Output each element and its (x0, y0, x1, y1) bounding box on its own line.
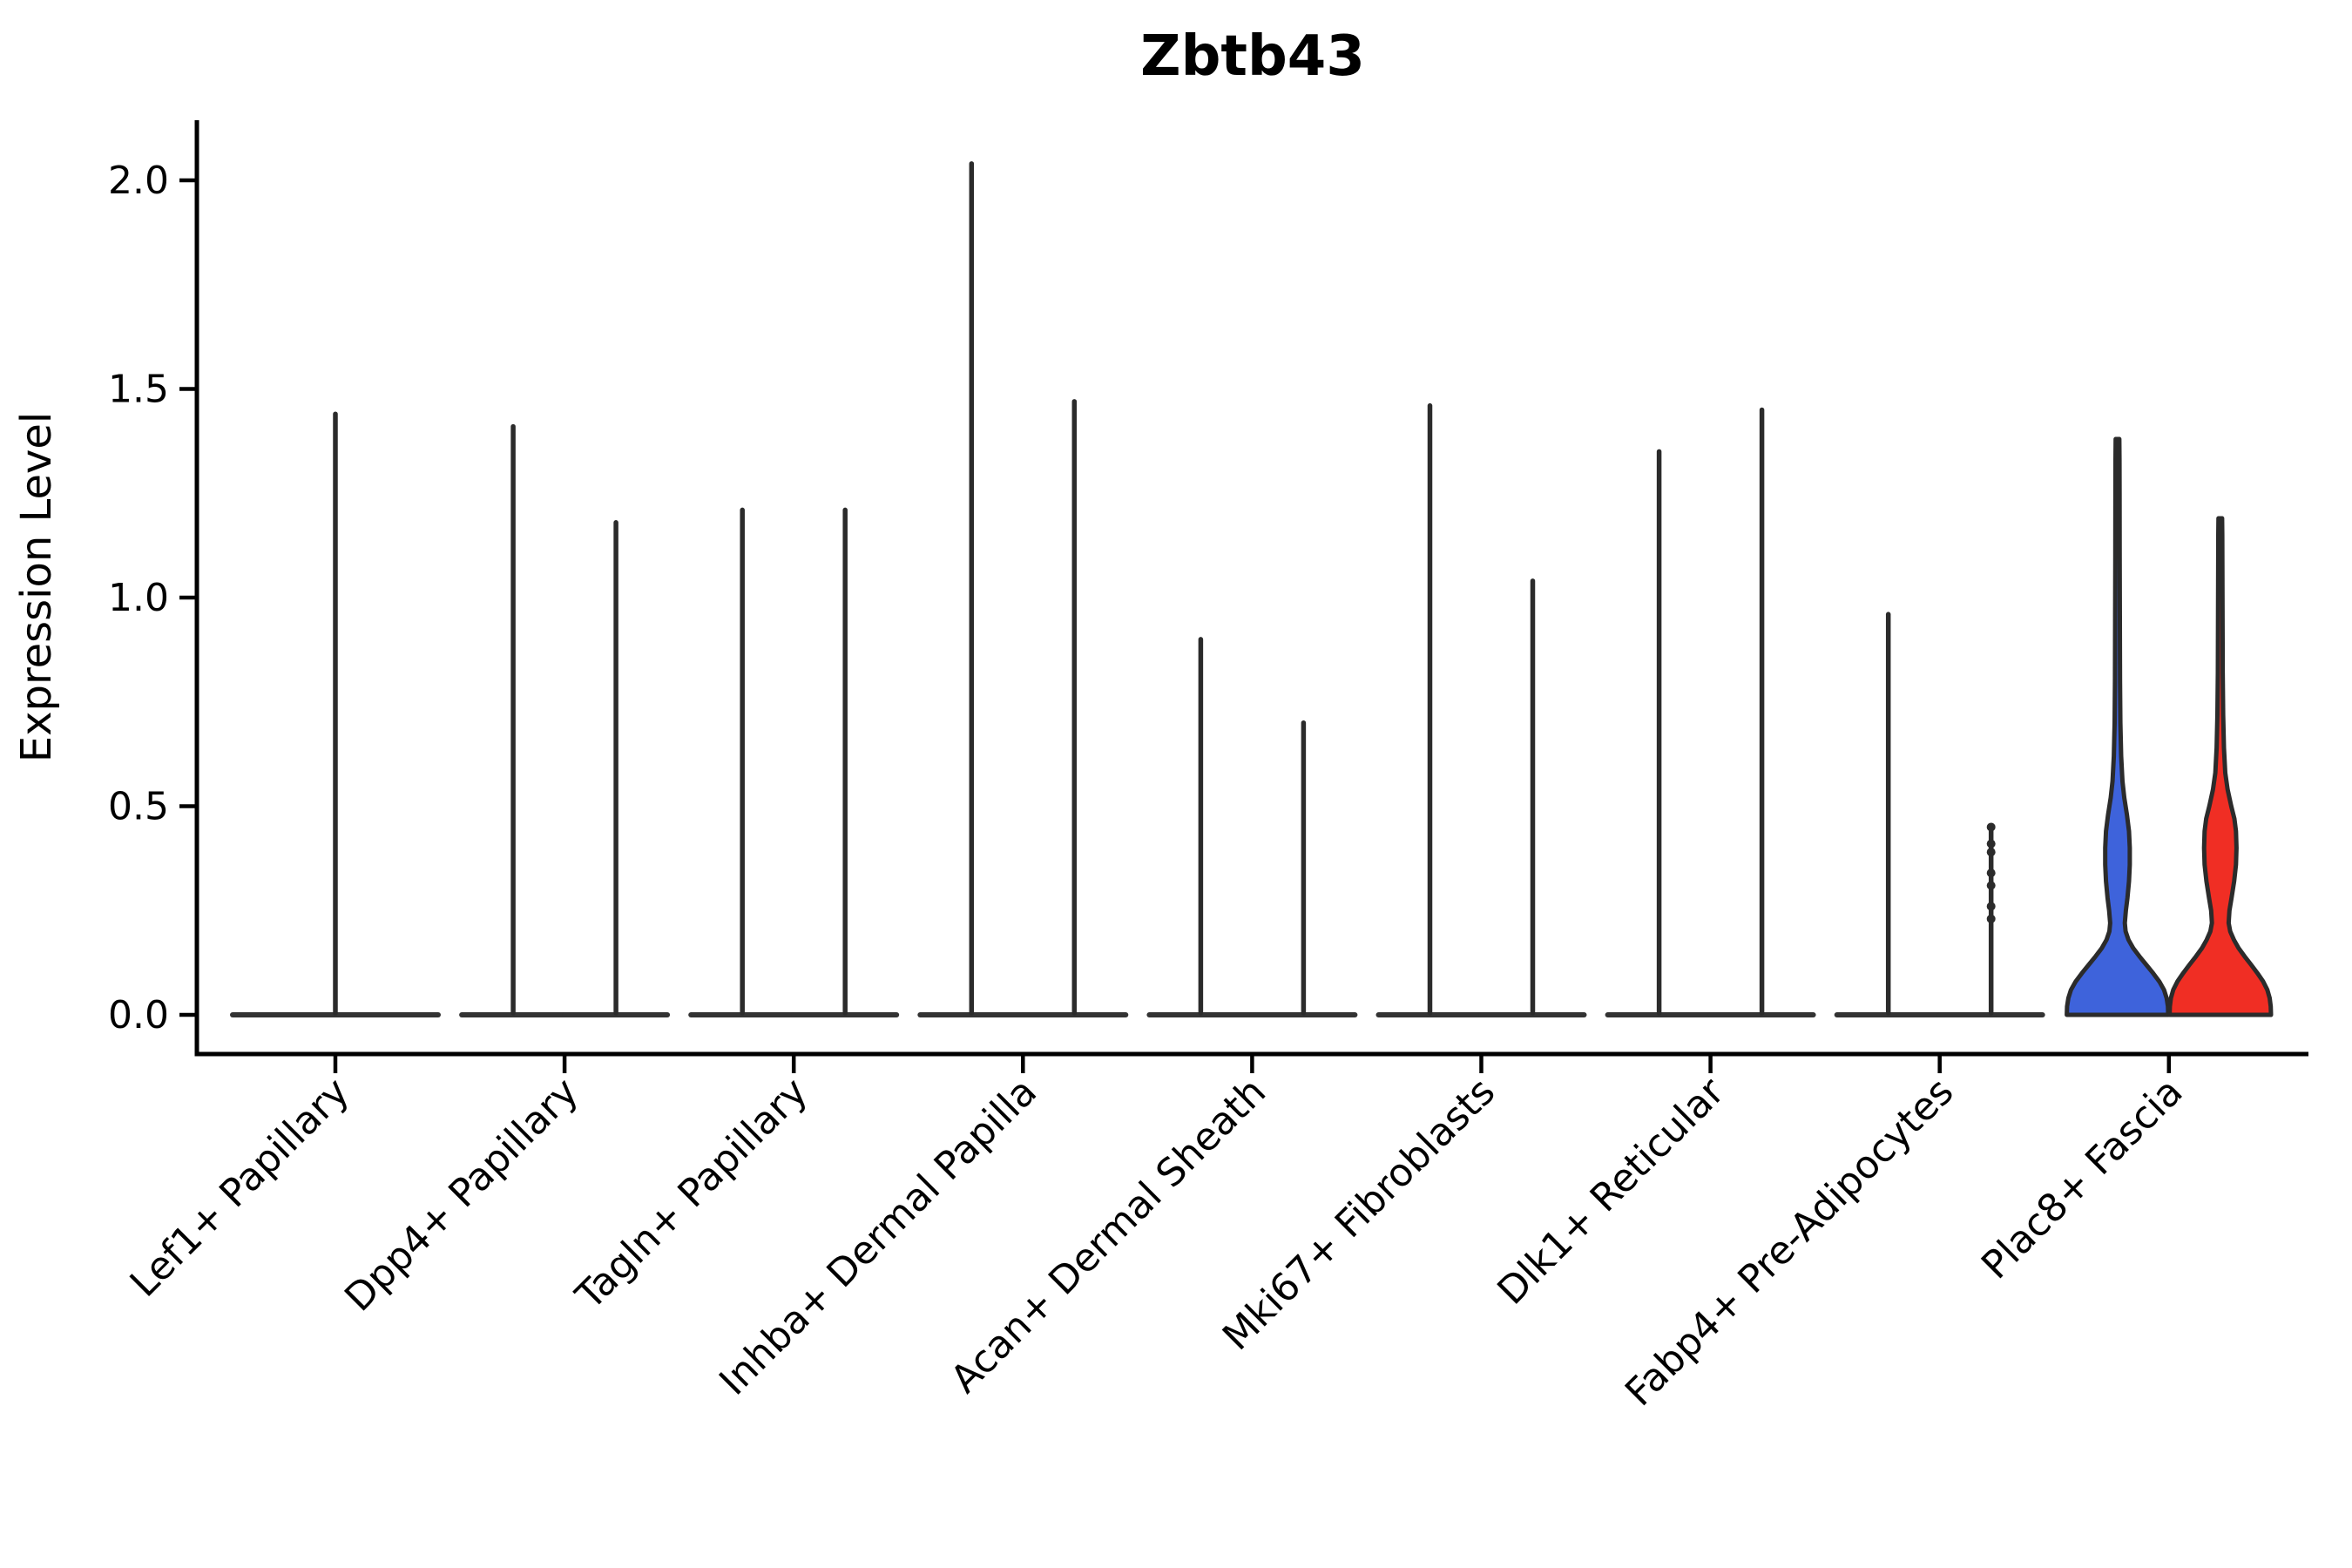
y-tick-label: 1.5 (108, 368, 169, 412)
jitter-point (1986, 881, 1996, 890)
chart-title: Zbtb43 (1140, 24, 1365, 89)
x-tick-label: Lef1+ Papillary (122, 1070, 358, 1306)
y-tick-label: 0.5 (108, 785, 169, 829)
y-axis-label: Expression Level (12, 412, 61, 763)
jitter-point (1986, 868, 1996, 878)
y-tick-label: 0.0 (108, 993, 169, 1037)
x-tick-label: Plac8+ Fascia (1973, 1070, 2192, 1288)
jitter-point (1986, 839, 1996, 848)
x-tick-label: Dlk1+ Reticular (1489, 1069, 1734, 1314)
x-tick-label: Dpp4+ Papillary (336, 1070, 587, 1321)
y-tick-label: 1.0 (108, 576, 169, 620)
x-tick-label: Tagln+ Papillary (567, 1070, 816, 1319)
jitter-point (1986, 848, 1996, 857)
jitter-point (1986, 914, 1996, 923)
violin-body (2167, 516, 2274, 1017)
violin-body (2065, 436, 2171, 1017)
axis-spines (194, 120, 2308, 1057)
jitter-point (1986, 902, 1996, 911)
y-tick-label: 2.0 (108, 159, 169, 203)
jitter-point (1986, 822, 1996, 832)
